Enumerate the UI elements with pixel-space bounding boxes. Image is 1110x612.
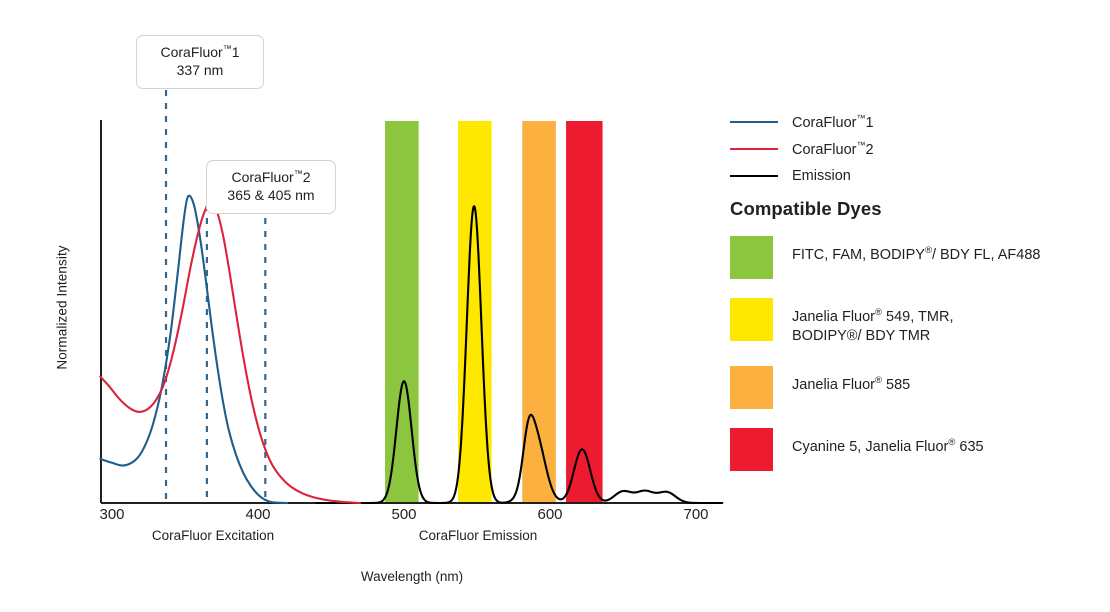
dye-label: Janelia Fluor® 549, TMR, BODIPY®/ BDY TMR xyxy=(792,298,953,347)
emission-curve xyxy=(315,205,724,505)
legend-item-label: CoraFluor™1 xyxy=(792,112,874,131)
dye-label: Cyanine 5, Janelia Fluor® 635 xyxy=(792,436,984,455)
corafluor2-excitation-curve xyxy=(99,200,362,505)
dye-color-swatch xyxy=(730,236,773,279)
callout-corafluor2-value: 365 & 405 nm xyxy=(227,187,315,204)
legend-item-label: Emission xyxy=(792,167,851,184)
orange-band xyxy=(522,121,556,503)
series-legend: CoraFluor™1 CoraFluor™2 Emission xyxy=(730,108,1102,189)
legend-item-corafluor2[interactable]: CoraFluor™2 xyxy=(730,135,1102,162)
legend-line-swatch xyxy=(730,147,778,150)
dye-color-swatch xyxy=(730,365,773,409)
callout-corafluor2: CoraFluor™2 365 & 405 nm xyxy=(206,160,336,214)
trademark-glyph: ™ xyxy=(856,112,866,123)
dye-label: FITC, FAM, BODIPY®/ BDY FL, AF488 xyxy=(792,245,1041,263)
x-tick-300: 300 xyxy=(99,506,125,523)
dye-color-swatch xyxy=(730,298,773,341)
registered-glyph: ® xyxy=(875,307,883,318)
x-tick-600: 600 xyxy=(537,506,563,523)
corafluor1-excitation-curve xyxy=(99,194,289,505)
legend-line-swatch xyxy=(730,120,778,123)
callout-corafluor1-value: 337 nm xyxy=(176,62,224,79)
y-axis-label: Normalized Intensity xyxy=(54,245,70,370)
registered-glyph: ® xyxy=(875,374,883,386)
x-axis-label: Wavelength (nm) xyxy=(360,569,464,584)
dye-label-line2: BODIPY®/ BDY TMR xyxy=(792,328,931,345)
excitation-marker-lines xyxy=(164,90,267,503)
x-tick-500: 500 xyxy=(391,506,417,523)
trademark-glyph: ™ xyxy=(856,139,866,150)
dye-label: Janelia Fluor® 585 xyxy=(792,374,911,393)
dye-row[interactable]: Cyanine 5, Janelia Fluor® 635 xyxy=(730,427,1102,471)
compatible-dyes-title: Compatible Dyes xyxy=(730,198,882,219)
dye-color-swatch xyxy=(730,427,773,471)
registered-glyph: ® xyxy=(924,245,932,256)
callout-corafluor1-title: CoraFluor™1 xyxy=(160,43,240,60)
compatible-dyes-list: FITC, FAM, BODIPY®/ BDY FL, AF488 Janelia… xyxy=(730,236,1102,490)
emission-range-label: CoraFluor Emission xyxy=(418,528,538,543)
registered-glyph: ® xyxy=(948,436,956,448)
legend-item-label: CoraFluor™2 xyxy=(792,139,874,158)
dye-row[interactable]: Janelia Fluor® 549, TMR, BODIPY®/ BDY TMR xyxy=(730,298,1102,347)
excitation-range-label: CoraFluor Excitation xyxy=(151,528,275,543)
dye-row[interactable]: FITC, FAM, BODIPY®/ BDY FL, AF488 xyxy=(730,236,1102,279)
emission-bands-group xyxy=(385,121,603,503)
legend-item-corafluor1[interactable]: CoraFluor™1 xyxy=(730,108,1102,135)
legend-item-emission[interactable]: Emission xyxy=(730,162,1102,189)
callout-corafluor2-title: CoraFluor™2 xyxy=(231,168,311,185)
callout-corafluor1: CoraFluor™1 337 nm xyxy=(136,35,264,89)
spectra-plot xyxy=(99,90,724,505)
dye-row[interactable]: Janelia Fluor® 585 xyxy=(730,365,1102,409)
plot-area: Normalized Intensity 300 400 500 600 700… xyxy=(54,35,724,584)
x-tick-700: 700 xyxy=(683,506,709,523)
red-band xyxy=(566,121,603,503)
legend-line-swatch xyxy=(730,174,778,177)
x-tick-400: 400 xyxy=(245,506,271,523)
